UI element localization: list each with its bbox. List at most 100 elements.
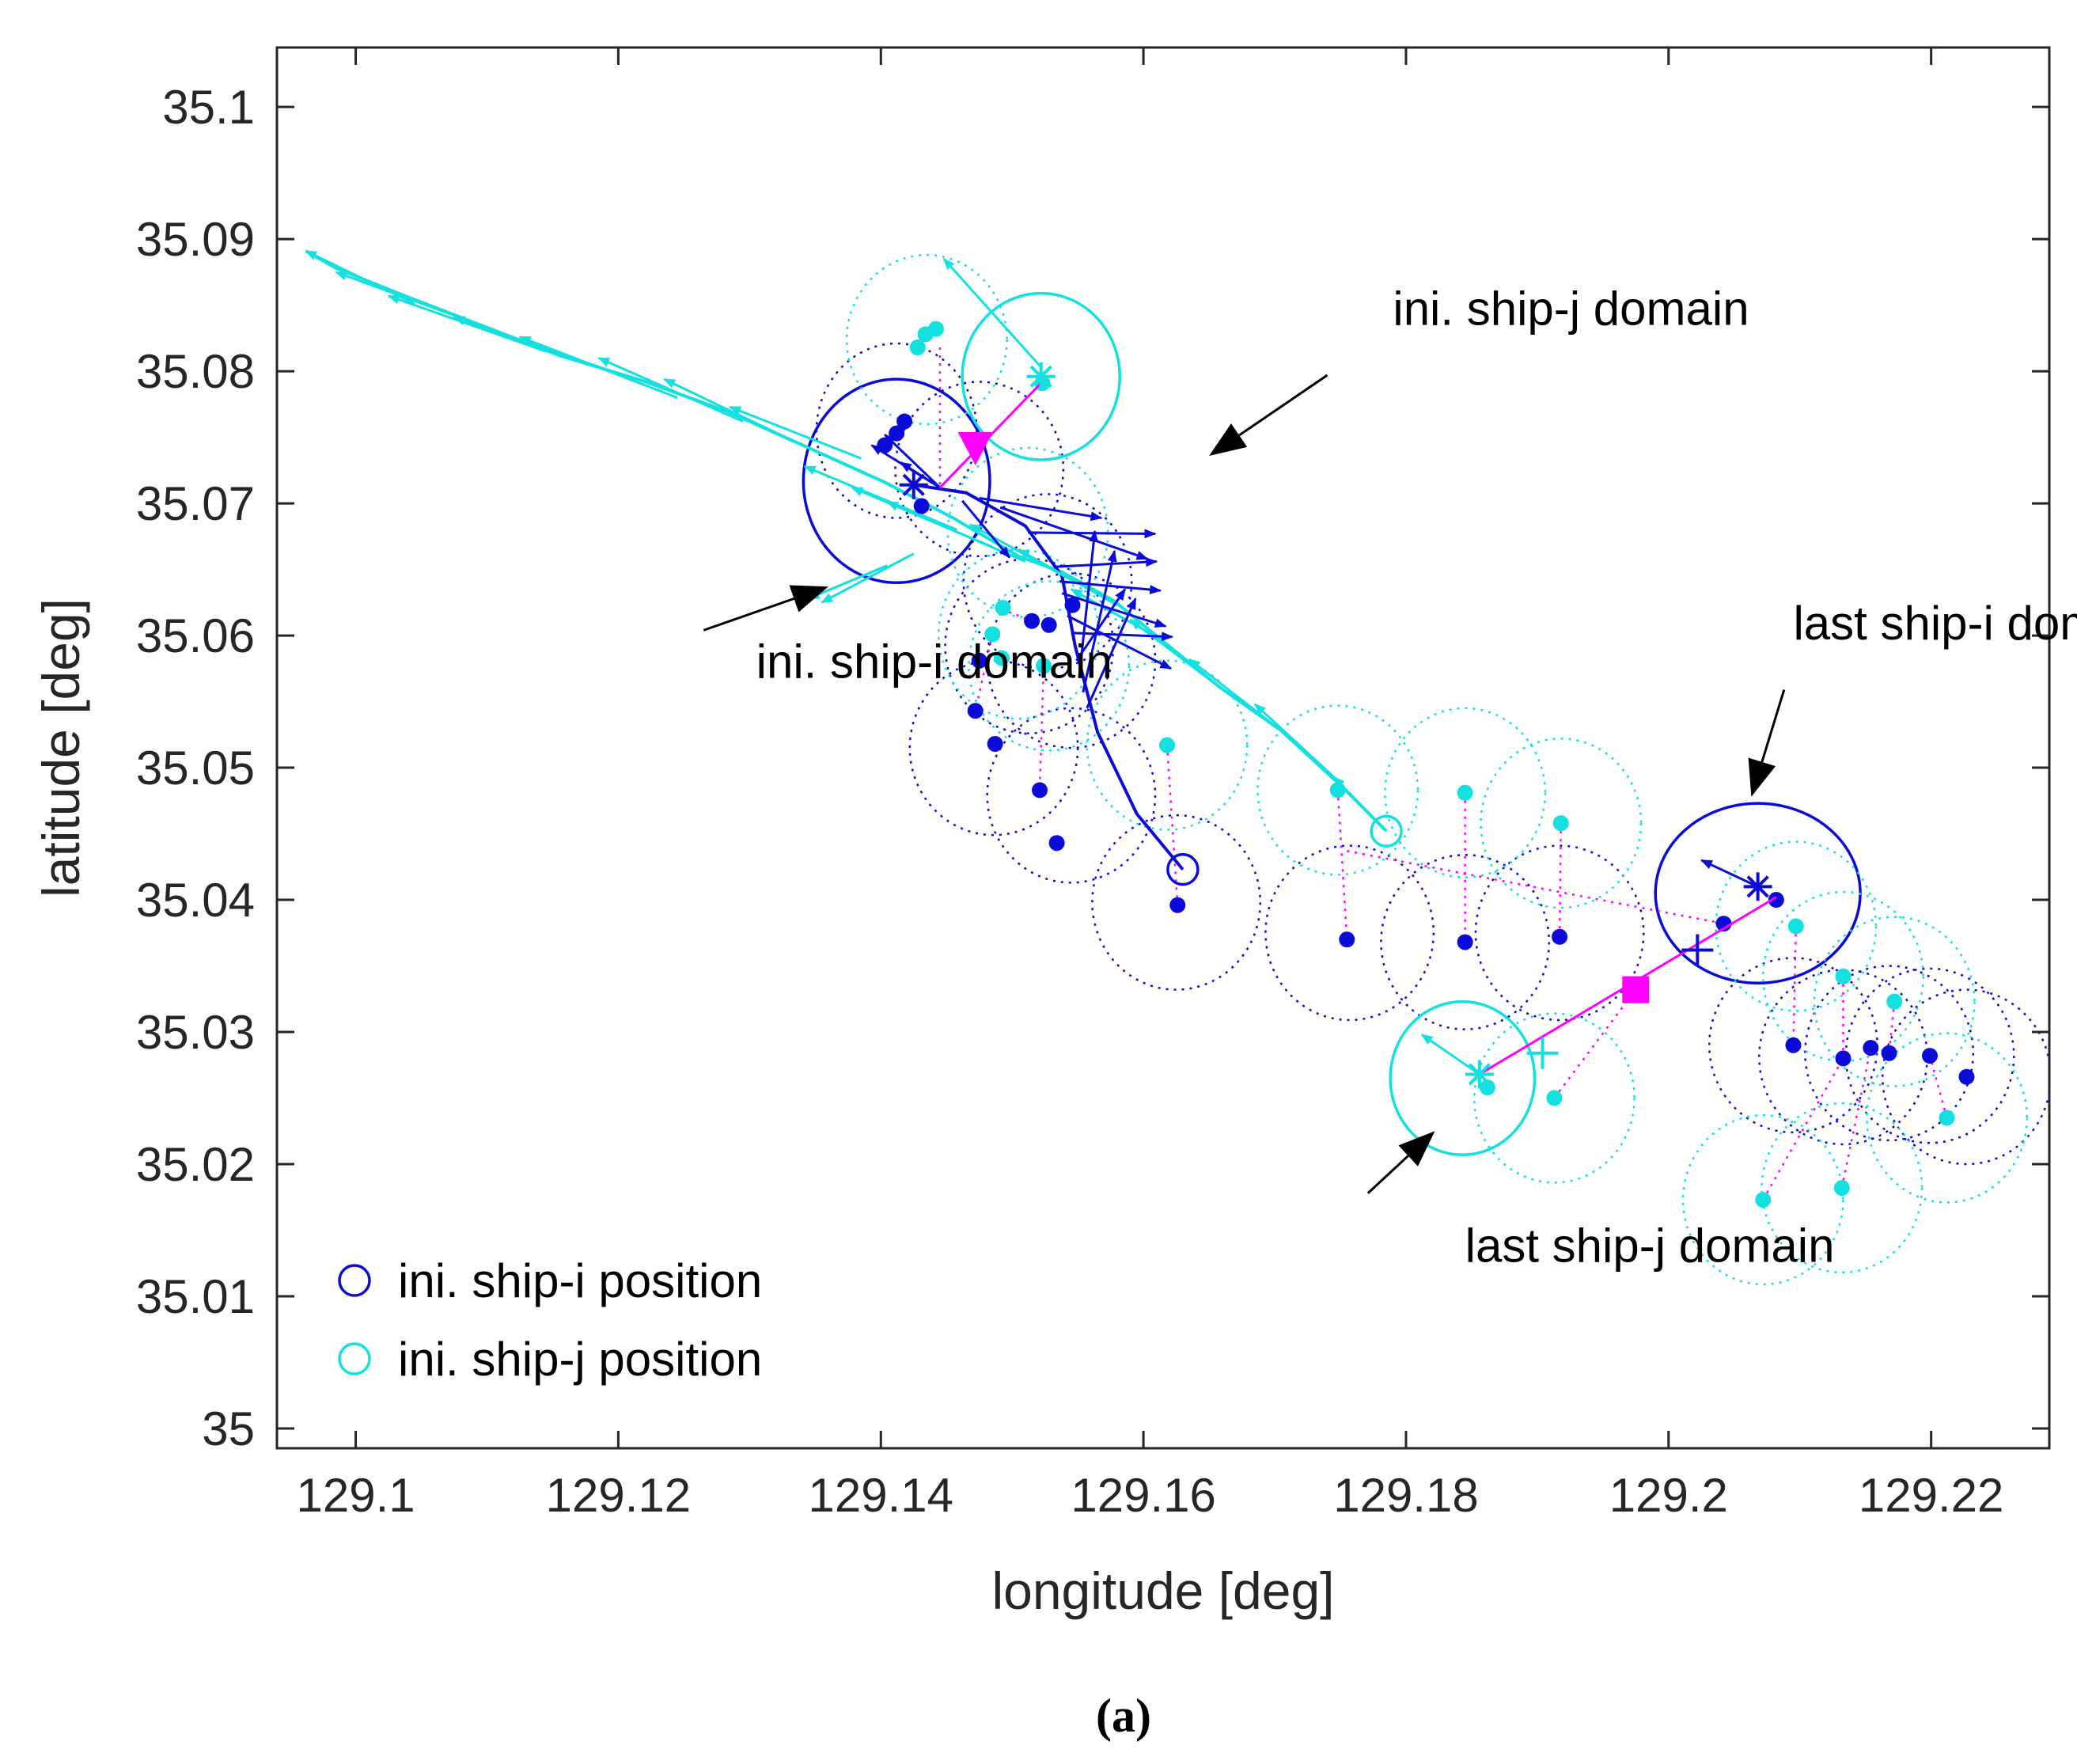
ship-i-velocity-arrow <box>1028 529 1157 539</box>
x-tick-label: 129.1 <box>296 1469 415 1522</box>
ship-j-waypoint <box>1158 737 1175 753</box>
ship-j-domain-path <box>1681 1113 1844 1286</box>
ship-i-velocity-arrow <box>1078 529 1099 678</box>
ship-j-domain-path <box>845 253 1008 426</box>
ship-i-asterisk-marker-stroke <box>902 473 925 496</box>
y-tick-label: 35 <box>202 1402 255 1455</box>
link-dotted-segment <box>1558 823 1563 937</box>
annotation-label: last ship-i domain <box>1793 597 2077 650</box>
y-tick-label: 35.02 <box>136 1138 255 1191</box>
ship-j-waypoint <box>909 340 926 356</box>
cpa-square-marker <box>1622 976 1650 1003</box>
y-axis-label: latitude [deg] <box>32 598 90 897</box>
x-tick-label: 129.14 <box>809 1469 954 1522</box>
ship-i-domain-path <box>1844 967 2015 1144</box>
ship-j-velocity-arrow <box>1254 703 1335 778</box>
ship-i-domain-path <box>1091 814 1262 991</box>
y-tick-label: 35.05 <box>136 742 255 795</box>
ship-i-waypoint <box>1835 1050 1851 1067</box>
x-tick-label: 129.12 <box>546 1469 692 1522</box>
link-dotted-segment <box>1001 608 1033 622</box>
ship-i-waypoint <box>1958 1068 1975 1085</box>
ship-j-waypoint <box>1552 815 1569 832</box>
ship-i-waypoint <box>1457 934 1473 950</box>
x-tick-label: 129.18 <box>1333 1469 1479 1522</box>
ship-j-velocity-arrow <box>663 377 803 446</box>
ship-i-domain-path <box>1804 965 1975 1142</box>
ship-i-waypoint <box>1024 613 1040 629</box>
ship-i-domain-path <box>815 342 978 519</box>
annotation-arrow-shaft <box>1366 1155 1409 1194</box>
ship-i-waypoint <box>1169 897 1186 913</box>
ship-j-velocity-arrow <box>851 486 993 548</box>
ship-j-plus-marker <box>1526 1037 1559 1069</box>
annotation-arrow-head <box>1748 757 1776 797</box>
ship-i-velocity-arrow <box>1059 580 1162 595</box>
plot-area <box>305 249 2049 1286</box>
legend-label-ship-i: ini. ship-i position <box>398 1254 762 1307</box>
ship-j-velocity-arrow <box>729 405 862 460</box>
link-dotted-segment <box>1336 790 1348 940</box>
ship-j-waypoint <box>993 650 1010 666</box>
ship-i-waypoint <box>967 703 984 719</box>
ship-j-velocity-arrow <box>387 294 547 353</box>
ship-i-domain-initial <box>802 377 991 585</box>
legend: ini. ship-i position ini. ship-j positio… <box>338 1254 762 1386</box>
ship-j-velocity-arrow <box>597 357 744 423</box>
ship-j-waypoint <box>995 600 1011 616</box>
ship-i-velocity-arrow <box>1086 597 1137 709</box>
ship-j-waypoint <box>1546 1090 1563 1106</box>
ship-j-domain-path <box>1256 704 1419 876</box>
link-dotted-segment <box>1165 745 1179 905</box>
axes-box <box>275 46 2051 1450</box>
ship-j-initial-asterisk-stroke <box>1029 365 1052 388</box>
ship-i-waypoint <box>1785 1037 1802 1053</box>
ship-i-domain-path <box>894 381 1065 558</box>
y-tick-label: 35.1 <box>162 81 255 134</box>
ship-j-velocity-arrow <box>968 523 1072 582</box>
ship-i-domain-path <box>908 659 1079 836</box>
y-tick-label: 35.08 <box>136 345 255 398</box>
ship-j-initial-position <box>1370 814 1403 848</box>
ship-i-domain-path <box>1380 854 1551 1030</box>
ship-i-velocity-arrow <box>899 461 941 489</box>
link-dotted-segment <box>1888 1001 1896 1053</box>
ship-i-waypoint <box>1064 597 1081 613</box>
ship-j-velocity-arrow <box>807 564 889 600</box>
x-tick-label: 129.22 <box>1859 1469 2004 1522</box>
ship-j-waypoint <box>927 321 944 337</box>
annotation-label: ini. ship-j domain <box>1393 283 1749 336</box>
ship-j-velocity-arrow <box>803 465 958 531</box>
ship-j-domain-path <box>1384 707 1547 878</box>
ship-j-waypoint <box>1939 1110 1955 1126</box>
ship-i-last-asterisk-stroke <box>1746 875 1769 898</box>
ship-j-velocity-arrow <box>305 249 415 305</box>
axis-ticks: 129.1 129.12 129.14 129.16 129.18 129.2 129.22… <box>136 47 2049 1522</box>
ship-j-domain-initial <box>961 291 1121 461</box>
ship-j-domain-path <box>1761 1102 1923 1274</box>
link-dotted-segment <box>1762 1057 1844 1201</box>
ship-i-asterisk-marker <box>899 470 928 499</box>
ship-j-velocity-arrow <box>1420 1034 1480 1075</box>
link-dotted-segment <box>974 634 994 711</box>
y-tick-label: 35.09 <box>136 213 255 266</box>
ship-i-waypoint <box>1922 1048 1939 1064</box>
ship-j-domain-path <box>1813 916 1976 1087</box>
ship-j-domain-path <box>1762 890 1924 1062</box>
ship-i-waypoint <box>877 437 893 453</box>
legend-marker-ship-j <box>338 1342 371 1375</box>
ship-j-waypoint <box>1329 782 1346 799</box>
ship-i-plus-marker <box>1681 934 1714 966</box>
ship-j-velocity-arrow <box>1188 658 1283 732</box>
ship-i-waypoint <box>971 652 987 669</box>
ship-i-domain-path <box>962 493 1133 670</box>
ship-i-velocity-arrow <box>979 496 1103 522</box>
ship-i-waypoint <box>913 498 930 514</box>
annotations: ini. ship-j domain ini. ship-i domain last… <box>703 283 2077 1273</box>
annotation-label: last ship-j domain <box>1465 1220 1835 1273</box>
ship-i-waypoint <box>1552 928 1568 945</box>
y-tick-label: 35.03 <box>136 1006 255 1059</box>
ship-j-waypoint <box>1886 993 1903 1010</box>
ship-i-waypoint <box>1040 616 1057 633</box>
